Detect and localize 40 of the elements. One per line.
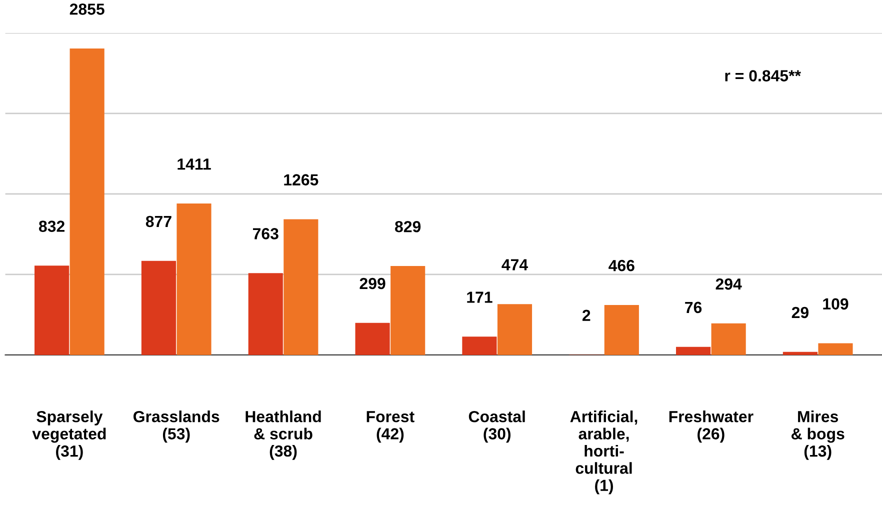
data-label: 1265: [284, 174, 318, 186]
x-tick-label: Artificial, arable, horti- cultural (1): [570, 410, 638, 494]
bar: [248, 273, 283, 355]
bar: [70, 48, 104, 355]
data-label: 829: [395, 220, 421, 232]
data-label: 877: [146, 216, 172, 228]
bar: [782, 352, 818, 355]
x-tick-label: Sparsely vegetated (31): [32, 410, 106, 460]
x-tick-label: Heathland & scrub (38): [246, 410, 321, 460]
data-label: 109: [823, 298, 848, 310]
bar: [34, 266, 70, 355]
bar: [711, 323, 746, 355]
data-label: 466: [608, 260, 634, 272]
data-label: 171: [467, 292, 492, 303]
bar: [462, 336, 497, 355]
data-label: 1411: [178, 158, 211, 170]
annotation: r = 0.845**: [725, 70, 801, 82]
data-label: 763: [252, 228, 278, 240]
data-label: 294: [716, 278, 742, 290]
data-label: 832: [38, 220, 64, 232]
data-label: 76: [685, 302, 702, 314]
x-tick-label: Coastal (30): [468, 410, 525, 443]
bar: [676, 346, 711, 355]
bar: [141, 260, 176, 355]
data-label: 29: [792, 306, 808, 318]
x-tick-label: Grasslands (53): [134, 410, 220, 443]
x-tick-label: Mires & bogs (13): [791, 410, 844, 460]
data-label: 474: [502, 259, 528, 270]
bar: [284, 219, 318, 355]
bar: [497, 304, 532, 355]
bar: [818, 343, 853, 355]
data-label: 299: [360, 278, 386, 290]
x-tick-label: Freshwater (26): [669, 410, 754, 443]
data-label: 2: [582, 310, 590, 321]
data-label: 2855: [70, 4, 104, 15]
bar: [390, 266, 426, 355]
bar: [176, 204, 212, 355]
bar: [604, 304, 639, 355]
x-tick-label: Forest (42): [366, 411, 414, 443]
bar: [355, 322, 390, 355]
